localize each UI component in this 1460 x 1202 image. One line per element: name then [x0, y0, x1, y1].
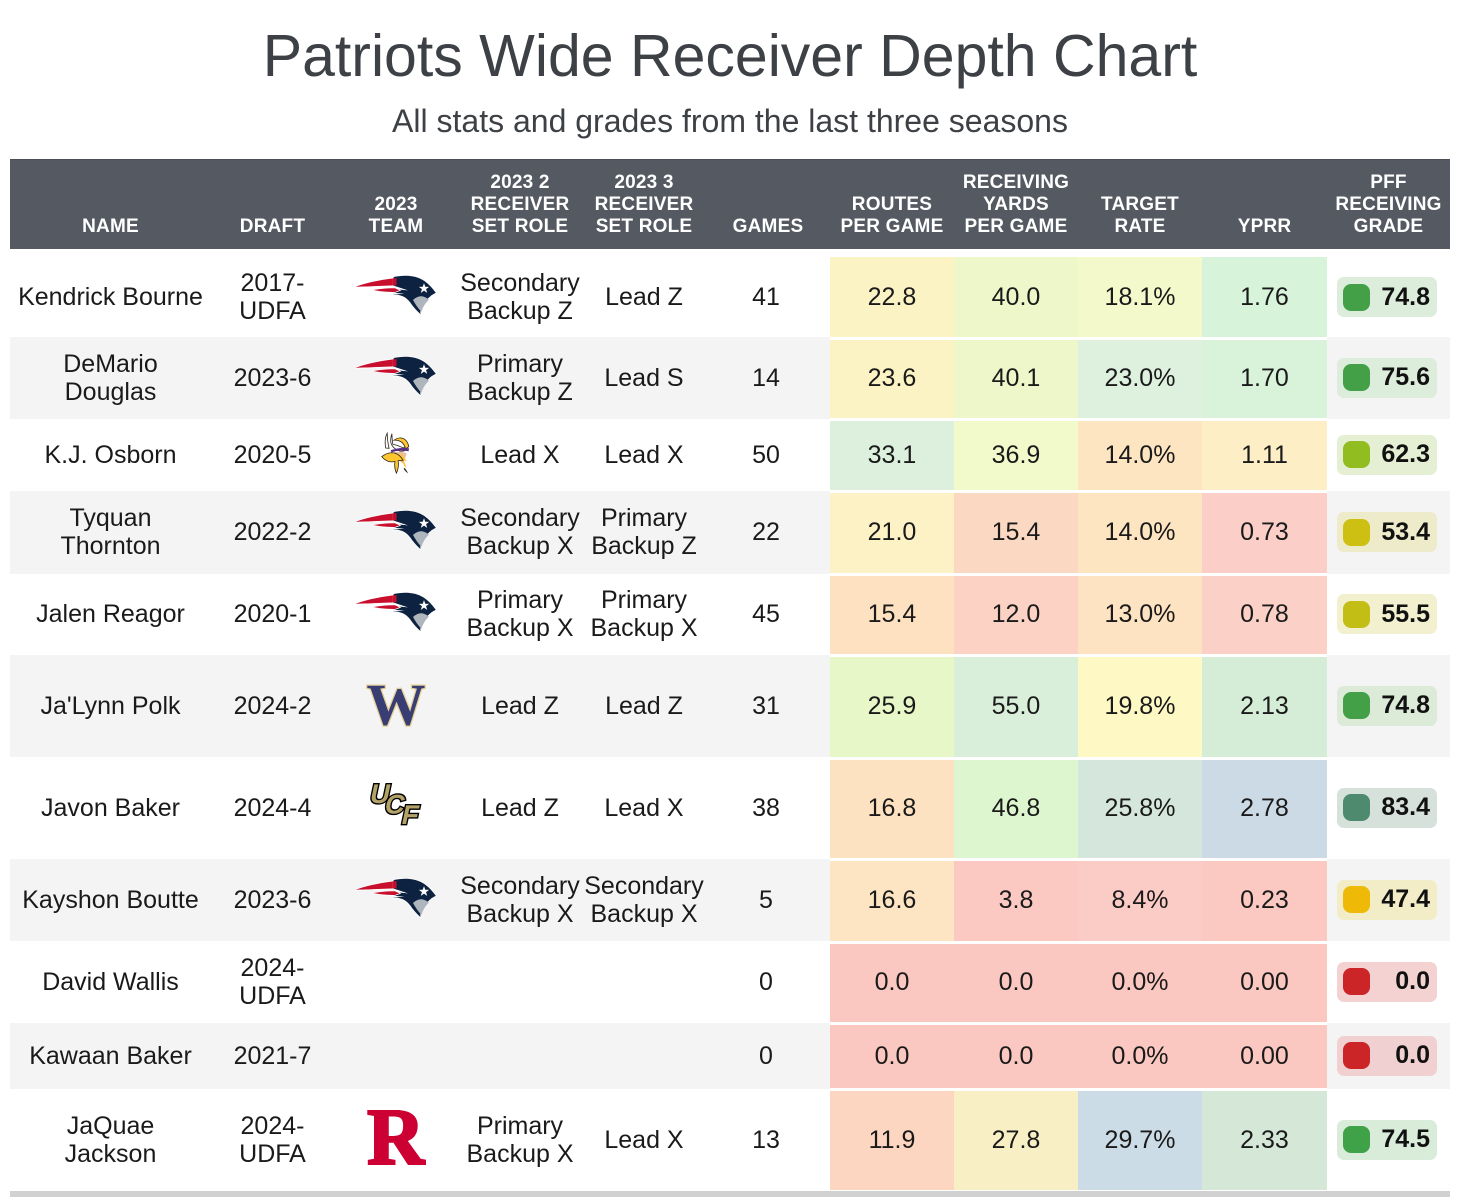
svg-text:W: W — [367, 681, 426, 727]
svg-text:R: R — [367, 1110, 426, 1166]
